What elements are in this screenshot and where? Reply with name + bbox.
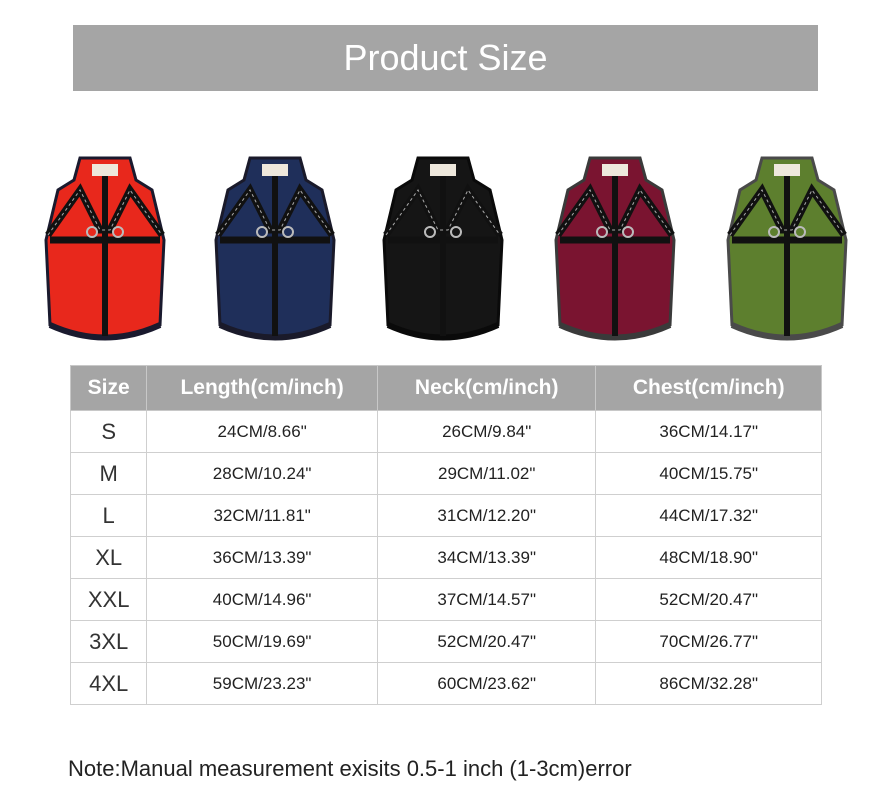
header-chest: Chest(cm/inch) [595,365,822,411]
red-vest-image [40,150,170,350]
page-title: Product Size [343,37,548,78]
neck-cell: 29CM/11.02" [376,452,597,495]
length-cell: 24CM/8.66" [146,410,378,453]
table-row: XXL 40CM/14.96" 37CM/14.57" 52CM/20.47" [69,578,822,621]
length-cell: 40CM/14.96" [146,578,378,621]
chest-cell: 70CM/26.77" [595,620,822,663]
size-cell: S [69,410,148,453]
black-vest-image [378,150,508,350]
chest-cell: 48CM/18.90" [595,536,822,579]
table-row: L 32CM/11.81" 31CM/12.20" 44CM/17.32" [69,494,822,537]
length-cell: 59CM/23.23" [146,662,378,705]
size-table: Size Length(cm/inch) Neck(cm/inch) Chest… [69,365,822,705]
length-cell: 28CM/10.24" [146,452,378,495]
neck-cell: 34CM/13.39" [376,536,597,579]
table-row: 4XL 59CM/23.23" 60CM/23.62" 86CM/32.28" [69,662,822,705]
size-cell: 4XL [69,662,148,705]
title-banner: Product Size [73,25,818,91]
neck-cell: 60CM/23.62" [376,662,597,705]
size-cell: XL [69,536,148,579]
length-cell: 50CM/19.69" [146,620,378,663]
table-row: M 28CM/10.24" 29CM/11.02" 40CM/15.75" [69,452,822,495]
table-row: XL 36CM/13.39" 34CM/13.39" 48CM/18.90" [69,536,822,579]
size-cell: L [69,494,148,537]
neck-cell: 52CM/20.47" [376,620,597,663]
measurement-note: Note:Manual measurement exisits 0.5-1 in… [68,756,632,781]
neck-cell: 37CM/14.57" [376,578,597,621]
chest-cell: 40CM/15.75" [595,452,822,495]
chest-cell: 52CM/20.47" [595,578,822,621]
length-cell: 36CM/13.39" [146,536,378,579]
length-cell: 32CM/11.81" [146,494,378,537]
burgundy-vest-image [550,150,680,350]
size-cell: 3XL [69,620,148,663]
product-images [0,150,893,350]
table-row: 3XL 50CM/19.69" 52CM/20.47" 70CM/26.77" [69,620,822,663]
header-length: Length(cm/inch) [146,365,378,411]
size-cell: M [69,452,148,495]
green-vest-image [722,150,852,350]
header-neck: Neck(cm/inch) [376,365,597,411]
chest-cell: 36CM/14.17" [595,410,822,453]
chest-cell: 86CM/32.28" [595,662,822,705]
size-cell: XXL [69,578,148,621]
chest-cell: 44CM/17.32" [595,494,822,537]
header-size: Size [69,365,148,411]
neck-cell: 26CM/9.84" [376,410,597,453]
neck-cell: 31CM/12.20" [376,494,597,537]
table-header-row: Size Length(cm/inch) Neck(cm/inch) Chest… [69,365,822,411]
navy-vest-image [210,150,340,350]
table-row: S 24CM/8.66" 26CM/9.84" 36CM/14.17" [69,410,822,453]
